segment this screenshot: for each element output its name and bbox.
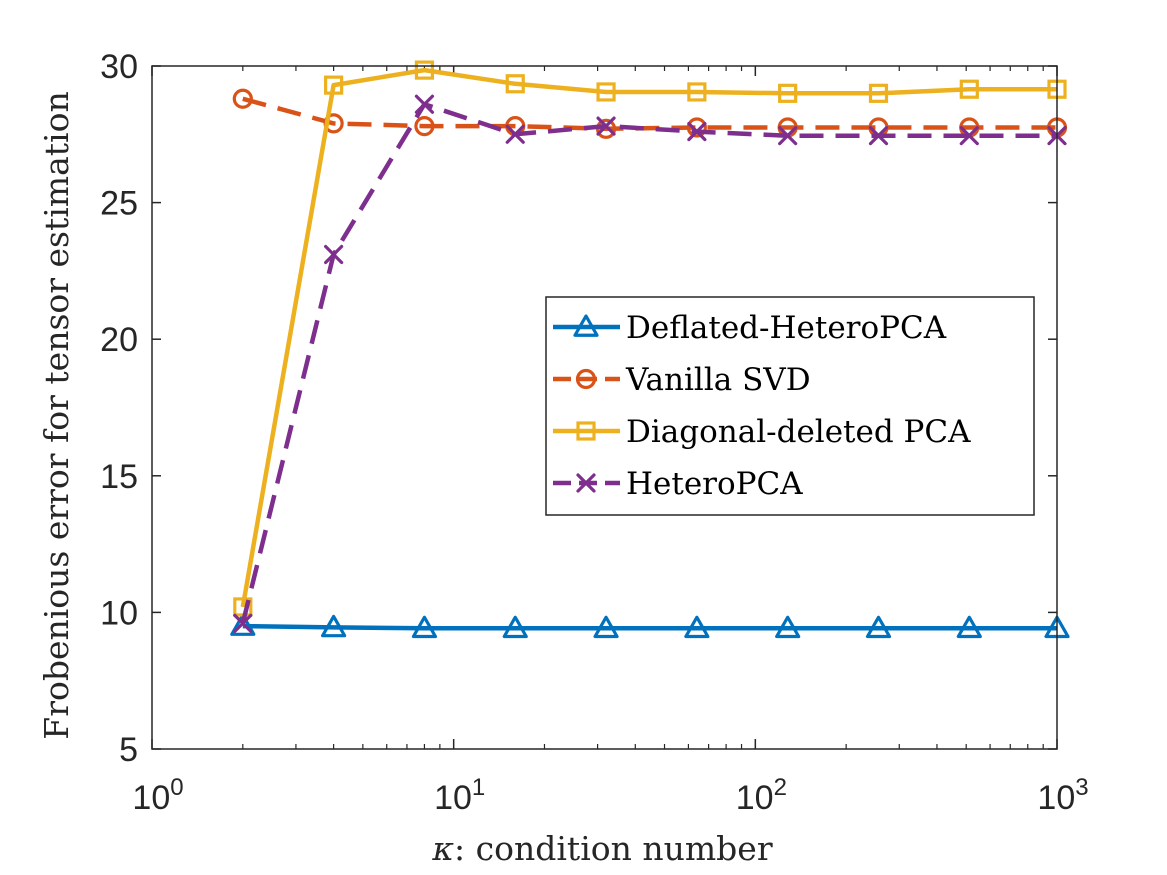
data-point (687, 121, 707, 142)
plot-series (230, 60, 1070, 639)
data-point (596, 116, 616, 136)
y-tick-label: 15 (100, 458, 138, 496)
y-tick-label: 10 (100, 594, 138, 632)
data-point (324, 75, 344, 95)
legend-label: Vanilla SVD (625, 362, 811, 398)
data-point (414, 116, 435, 137)
series-vanilla-svd (232, 88, 1068, 139)
data-point (684, 615, 710, 639)
data-point (868, 126, 889, 146)
y-tick-label: 20 (100, 321, 138, 359)
data-point (593, 615, 619, 639)
data-point (778, 126, 798, 146)
x-tick-label: 101 (434, 774, 485, 817)
series-diagonal-deleted-pca (233, 60, 1067, 617)
legend-label: HeteroPCA (626, 466, 803, 502)
y-tick-label: 30 (100, 48, 138, 86)
data-point (505, 74, 525, 94)
series-line (242, 623, 1057, 631)
legend-label: Deflated-HeteroPCA (626, 310, 947, 346)
data-point (687, 82, 707, 102)
y-axis-label: Frobenious error for tensor estimation (37, 91, 76, 739)
x-tick-label: 100 (132, 774, 183, 817)
x-axis-label-text: : condition number (454, 829, 773, 868)
series-heteropca (233, 94, 1067, 633)
y-tick-label: 25 (100, 185, 138, 223)
data-point (959, 126, 979, 146)
legend-marker (573, 314, 599, 337)
legend-marker (575, 368, 597, 390)
data-point (775, 615, 801, 639)
tick-labels: 5 10 15 20 25 30 100 101 102 103 (100, 48, 1088, 817)
data-point (868, 83, 889, 103)
data-point (778, 83, 798, 103)
data-point (956, 615, 982, 639)
legend: Deflated-HeteroPCA Vanilla SVD Diagonal-de… (545, 296, 1035, 516)
data-point (596, 82, 616, 102)
legend-marker (576, 473, 596, 493)
data-point (230, 613, 256, 636)
data-point (686, 117, 707, 138)
data-point (414, 94, 435, 114)
series-line (240, 101, 1057, 624)
legend-label: Diagonal-deleted PCA (626, 414, 971, 450)
legend-marker (576, 421, 596, 441)
data-point (505, 124, 525, 144)
data-point (502, 615, 528, 639)
x-tick-label: 103 (1037, 774, 1088, 817)
data-point (959, 79, 979, 99)
x-tick-label: 102 (736, 774, 787, 817)
data-point (324, 244, 344, 265)
data-point (865, 615, 892, 639)
data-point (232, 88, 253, 109)
x-axis-label: κ: condition number (431, 829, 772, 868)
axes-box (151, 65, 1058, 750)
series-deflated-heteropca (230, 613, 1070, 639)
x-axis-label-symbol: κ (431, 829, 454, 868)
series-line (240, 67, 1057, 608)
data-point (411, 615, 438, 639)
data-point (414, 60, 435, 80)
legend-box (545, 296, 1035, 516)
data-point (233, 613, 253, 633)
series-line (242, 96, 1057, 132)
data-point (321, 614, 347, 638)
y-tick-label: 5 (119, 731, 138, 769)
